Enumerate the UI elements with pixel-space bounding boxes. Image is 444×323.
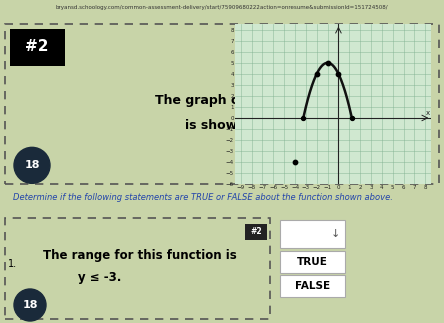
FancyBboxPatch shape — [245, 224, 267, 240]
Point — [313, 71, 320, 77]
Text: 18: 18 — [22, 300, 38, 310]
Point — [291, 160, 298, 165]
FancyBboxPatch shape — [10, 29, 65, 66]
Bar — [5, 218, 270, 319]
Text: ↓: ↓ — [330, 229, 340, 239]
Point — [300, 115, 307, 120]
Text: is shown on the grid.: is shown on the grid. — [185, 119, 333, 132]
Circle shape — [14, 289, 46, 321]
Text: FALSE: FALSE — [295, 281, 330, 291]
Text: f: f — [295, 94, 301, 107]
Text: y ≤ -3.: y ≤ -3. — [78, 271, 122, 284]
Text: #2: #2 — [250, 227, 262, 236]
Point — [335, 71, 342, 77]
Point — [348, 115, 355, 120]
Text: Determine if the following statements are TRUE or FALSE about the function shown: Determine if the following statements ar… — [13, 193, 393, 202]
Bar — [280, 220, 345, 248]
Bar — [280, 275, 345, 297]
Text: TRUE: TRUE — [297, 257, 328, 267]
Text: 18: 18 — [24, 160, 40, 170]
Text: #2: #2 — [25, 39, 49, 55]
Text: x: x — [425, 109, 429, 116]
Text: The graph of function: The graph of function — [155, 94, 312, 107]
Text: The range for this function is: The range for this function is — [43, 249, 237, 262]
Point — [324, 60, 331, 65]
Circle shape — [14, 147, 50, 183]
Text: bryansd.schoology.com/common-assessment-delivery/start/75909680222action=onresum: bryansd.schoology.com/common-assessment-… — [56, 5, 388, 10]
Bar — [280, 251, 345, 273]
Text: 1.: 1. — [8, 259, 17, 269]
